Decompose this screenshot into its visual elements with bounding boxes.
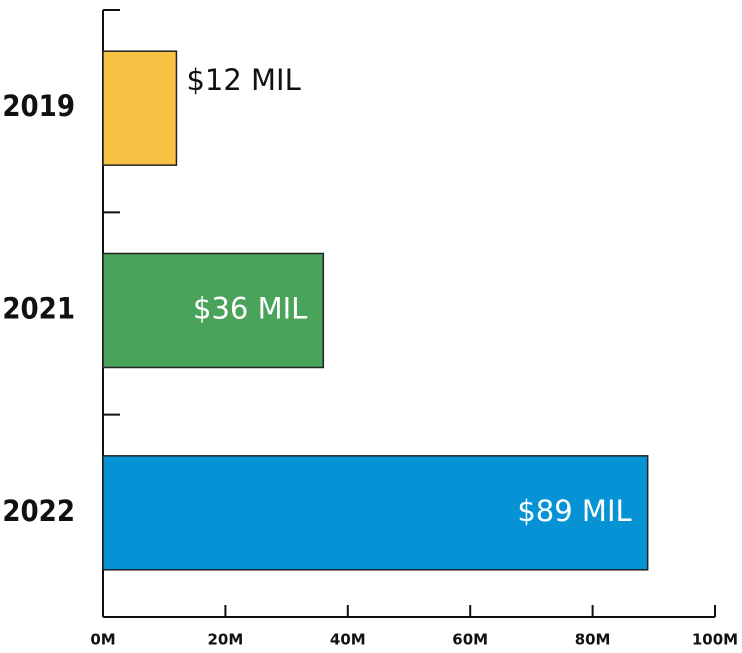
bar [102, 50, 178, 166]
bar [102, 252, 325, 369]
category-label: 2021 [2, 292, 75, 326]
bar [102, 455, 649, 571]
value-label: $89 MIL [517, 494, 631, 528]
value-label: $12 MIL [186, 63, 300, 97]
category-label: 2019 [2, 89, 75, 123]
x-tick-label: 40M [330, 631, 366, 649]
category-label: 2022 [2, 494, 75, 528]
x-tick-label: 100M [692, 631, 738, 649]
x-tick-label: 0M [90, 631, 115, 649]
x-tick-label: 60M [452, 631, 488, 649]
x-tick-label: 80M [575, 631, 611, 649]
value-label: $36 MIL [193, 292, 307, 326]
x-tick-label: 20M [207, 631, 243, 649]
